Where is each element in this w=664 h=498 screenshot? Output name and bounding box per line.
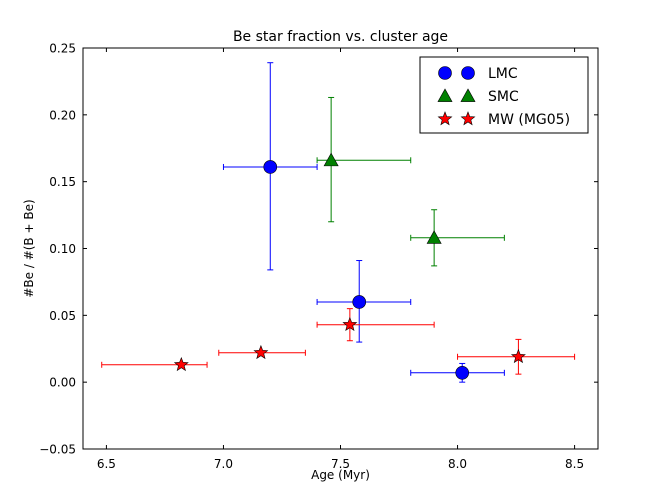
chart-title: Be star fraction vs. cluster age xyxy=(233,29,448,45)
ticks-layer: 6.5 7.0 7.5 8.0 8.5 −0.05 0.00 0.05 0.10 0.15 0.20… xyxy=(39,42,598,471)
legend-markers xyxy=(437,66,476,126)
data-point-lmc xyxy=(352,295,367,309)
y-tick-label: 0.15 xyxy=(49,175,76,189)
y-tick-label: 0.20 xyxy=(49,108,76,122)
data-point-mw-mg05 xyxy=(253,344,269,360)
legend-label-mw: MW (MG05) xyxy=(488,112,570,128)
x-axis-label: Age (Myr) xyxy=(311,468,370,482)
legend-marker-lmc xyxy=(461,66,475,80)
y-tick-label: 0.05 xyxy=(49,309,76,323)
legend-marker-smc xyxy=(437,88,453,102)
data-point-mw-mg05 xyxy=(510,348,526,364)
y-tick-label: 0.00 xyxy=(49,376,76,390)
x-tick-label: 7.5 xyxy=(331,457,350,471)
legend: LMC SMC MW (MG05) xyxy=(419,56,589,134)
data-point-lmc xyxy=(263,160,278,174)
legend-marker-lmc xyxy=(438,66,452,80)
data-point-mw-mg05 xyxy=(342,316,358,332)
data-point-lmc xyxy=(455,366,470,380)
legend-marker-mw-mg05 xyxy=(460,111,476,126)
y-tick-label: −0.05 xyxy=(39,443,76,457)
legend-marker-mw-mg05 xyxy=(437,111,453,126)
data-point-mw-mg05 xyxy=(173,356,189,372)
x-tick-label: 6.5 xyxy=(97,457,116,471)
legend-label-smc: SMC xyxy=(488,89,519,105)
y-tick-label: 0.10 xyxy=(49,242,76,256)
plot-frame xyxy=(82,47,599,450)
data-point-smc xyxy=(323,152,339,167)
data-point-smc xyxy=(426,230,442,244)
y-tick-label: 0.25 xyxy=(49,42,76,56)
series-mw-mg05 xyxy=(101,308,576,375)
series-smc xyxy=(316,96,505,267)
series-layer xyxy=(101,62,576,383)
y-axis-label: #Be / #(B + Be) xyxy=(22,199,36,297)
x-tick-label: 8.5 xyxy=(565,457,584,471)
series-lmc xyxy=(222,62,505,383)
x-tick-label: 8.0 xyxy=(448,457,467,471)
x-tick-label: 7.0 xyxy=(214,457,233,471)
legend-marker-smc xyxy=(460,88,476,102)
legend-label-lmc: LMC xyxy=(488,66,518,82)
